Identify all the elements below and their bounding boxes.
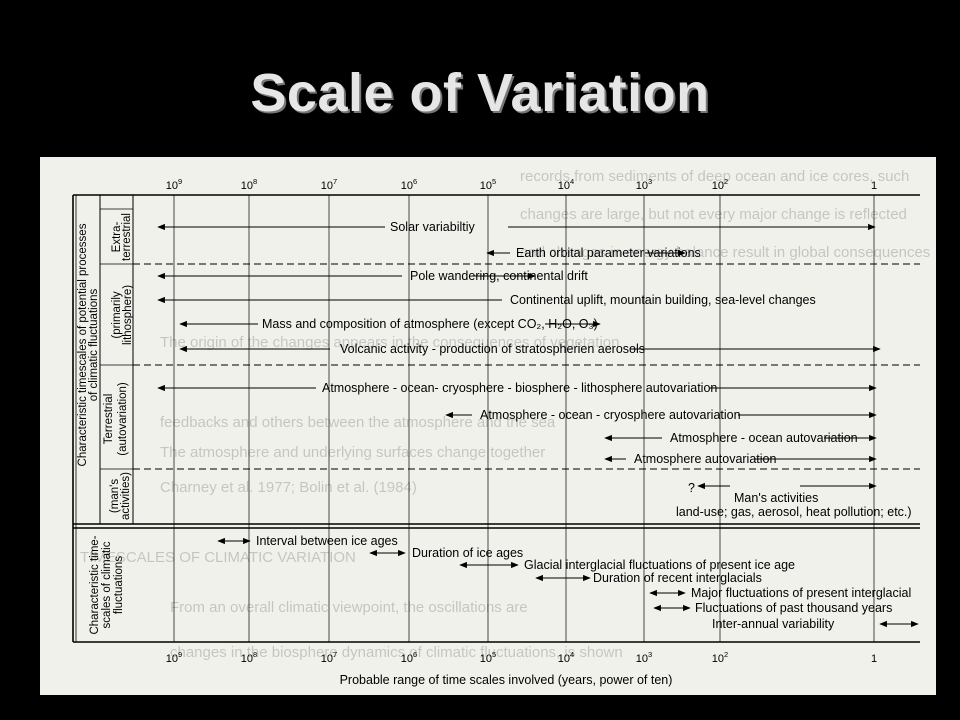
label-man-line2: land-use; gas, aerosol, heat pollution; … [676, 505, 912, 519]
bottom-scale-tick-6: 103 [636, 650, 652, 665]
bottom-scale-tick-1: 108 [241, 650, 257, 665]
group-terrestrial: Terrestrial [103, 394, 115, 444]
svg-text:changes are large, but not eve: changes are large, but not every major c… [520, 206, 907, 223]
label-orbital: Earth orbital parameter variations [516, 246, 701, 260]
label-glacial: Glacial interglacial fluctuations of pre… [524, 558, 795, 572]
svg-text:The atmosphere and underlying: The atmosphere and underlying surfaces c… [160, 444, 545, 461]
x-axis-label: Probable range of time scales involved (… [340, 673, 673, 687]
top-scale-tick-3: 106 [401, 177, 417, 192]
label-solar: Solar variabiltiy [390, 220, 476, 234]
label-man-line1: Man's activities [734, 491, 818, 505]
svg-text:and changes in energy balance: and changes in energy balance result in … [520, 244, 930, 261]
group-extra-line1: Extra- [111, 221, 123, 252]
top-scale-tick-4: 105 [480, 177, 496, 192]
svg-text:From an overall climatic viewp: From an overall climatic viewpoint, the … [170, 599, 528, 616]
label-pole: Pole wandering, continental drift [410, 269, 588, 283]
fluctuation-arrows [217, 537, 919, 628]
group-autovariation: (autovariation) [117, 382, 129, 456]
svg-text:feedbacks and others between t: feedbacks and others between the atmosph… [160, 414, 556, 431]
side-title-fluct-line1: Characteristic time- [89, 535, 101, 634]
bottom-scale-tick-5: 104 [558, 650, 574, 665]
svg-text:changes in the biosphere dynam: changes in the biosphere dynamics of cli… [170, 644, 623, 661]
label-recent: Duration of recent interglacials [593, 571, 762, 585]
slide-title: Scale of Variation [250, 63, 710, 123]
label-ice-ages: Duration of ice ages [412, 546, 523, 560]
group-man-line2: activities) [120, 472, 132, 520]
bottom-scale-tick-3: 106 [401, 650, 417, 665]
top-scale-tick-0: 109 [166, 177, 182, 192]
side-title-fluct-line2: scales of climatic [101, 541, 113, 628]
bottom-scale-tick-7: 102 [712, 650, 728, 665]
figure-frame [72, 194, 920, 643]
svg-text:The origin of the changes appe: The origin of the changes appears in the… [160, 334, 620, 351]
group-man-line1: (man's [109, 479, 121, 513]
label-uplift: Continental uplift, mountain building, s… [510, 293, 816, 307]
group-lith-line2: lithosphere) [122, 285, 134, 345]
svg-text:records from sediments of deep: records from sediments of deep ocean and… [520, 168, 909, 185]
bottom-scale-tick-0: 109 [166, 650, 182, 665]
label-man-question: ? [688, 481, 695, 495]
label-ao: Atmosphere - ocean autovariation [670, 431, 858, 445]
top-scale: 109 108 107 106 105 104 103 102 1 [166, 177, 877, 192]
decade-gridlines [173, 195, 875, 642]
label-aocbl: Atmosphere - ocean- cryosphere - biosphe… [322, 381, 717, 395]
fluctuation-labels: Interval between ice ages Duration of ic… [256, 534, 911, 631]
label-major: Major fluctuations of present interglaci… [691, 586, 911, 600]
label-aoc: Atmosphere - ocean - cryosphere autovari… [480, 408, 741, 422]
group-extra-line2: terrestrial [121, 213, 133, 261]
background-show-through: records from sediments of deep ocean and… [80, 168, 930, 661]
label-past: Fluctuations of past thousand years [695, 601, 892, 615]
top-scale-tick-6: 103 [636, 177, 652, 192]
label-interval: Interval between ice ages [256, 534, 398, 548]
figure-panel: records from sediments of deep ocean and… [40, 157, 936, 695]
process-arrows [157, 223, 881, 490]
bottom-scale-tick-2: 107 [321, 650, 337, 665]
label-volcanic: Volcanic activity - production of strato… [340, 342, 645, 356]
timescale-diagram: records from sediments of deep ocean and… [72, 168, 930, 687]
label-interannual: Inter-annual variability [712, 617, 835, 631]
side-title-processes-line1: Characteristic timescales of potential p… [77, 223, 89, 466]
svg-text:Charney et al. 1977; Bolin et: Charney et al. 1977; Bolin et al. (1984) [160, 479, 417, 496]
bottom-scale-tick-8: 1 [871, 653, 877, 665]
svg-text:TIMESCALES OF CLIMATIC VARIATI: TIMESCALES OF CLIMATIC VARIATION [80, 549, 356, 566]
bottom-scale-tick-4: 105 [480, 650, 496, 665]
side-title-processes-line2: of climatic fluctuations [88, 289, 100, 402]
top-scale-tick-8: 1 [871, 180, 877, 192]
top-scale-tick-5: 104 [558, 177, 574, 192]
label-a: Atmosphere autovariation [634, 452, 776, 466]
label-mass: Mass and composition of atmosphere (exce… [262, 317, 598, 331]
top-scale-tick-2: 107 [321, 177, 337, 192]
side-title-fluct-line3: fluctuations [113, 556, 125, 614]
top-scale-tick-7: 102 [712, 177, 728, 192]
group-lith-line1: (primarily [111, 291, 123, 339]
top-scale-tick-1: 108 [241, 177, 257, 192]
process-labels: Solar variabiltiy Earth orbital paramete… [262, 220, 912, 519]
